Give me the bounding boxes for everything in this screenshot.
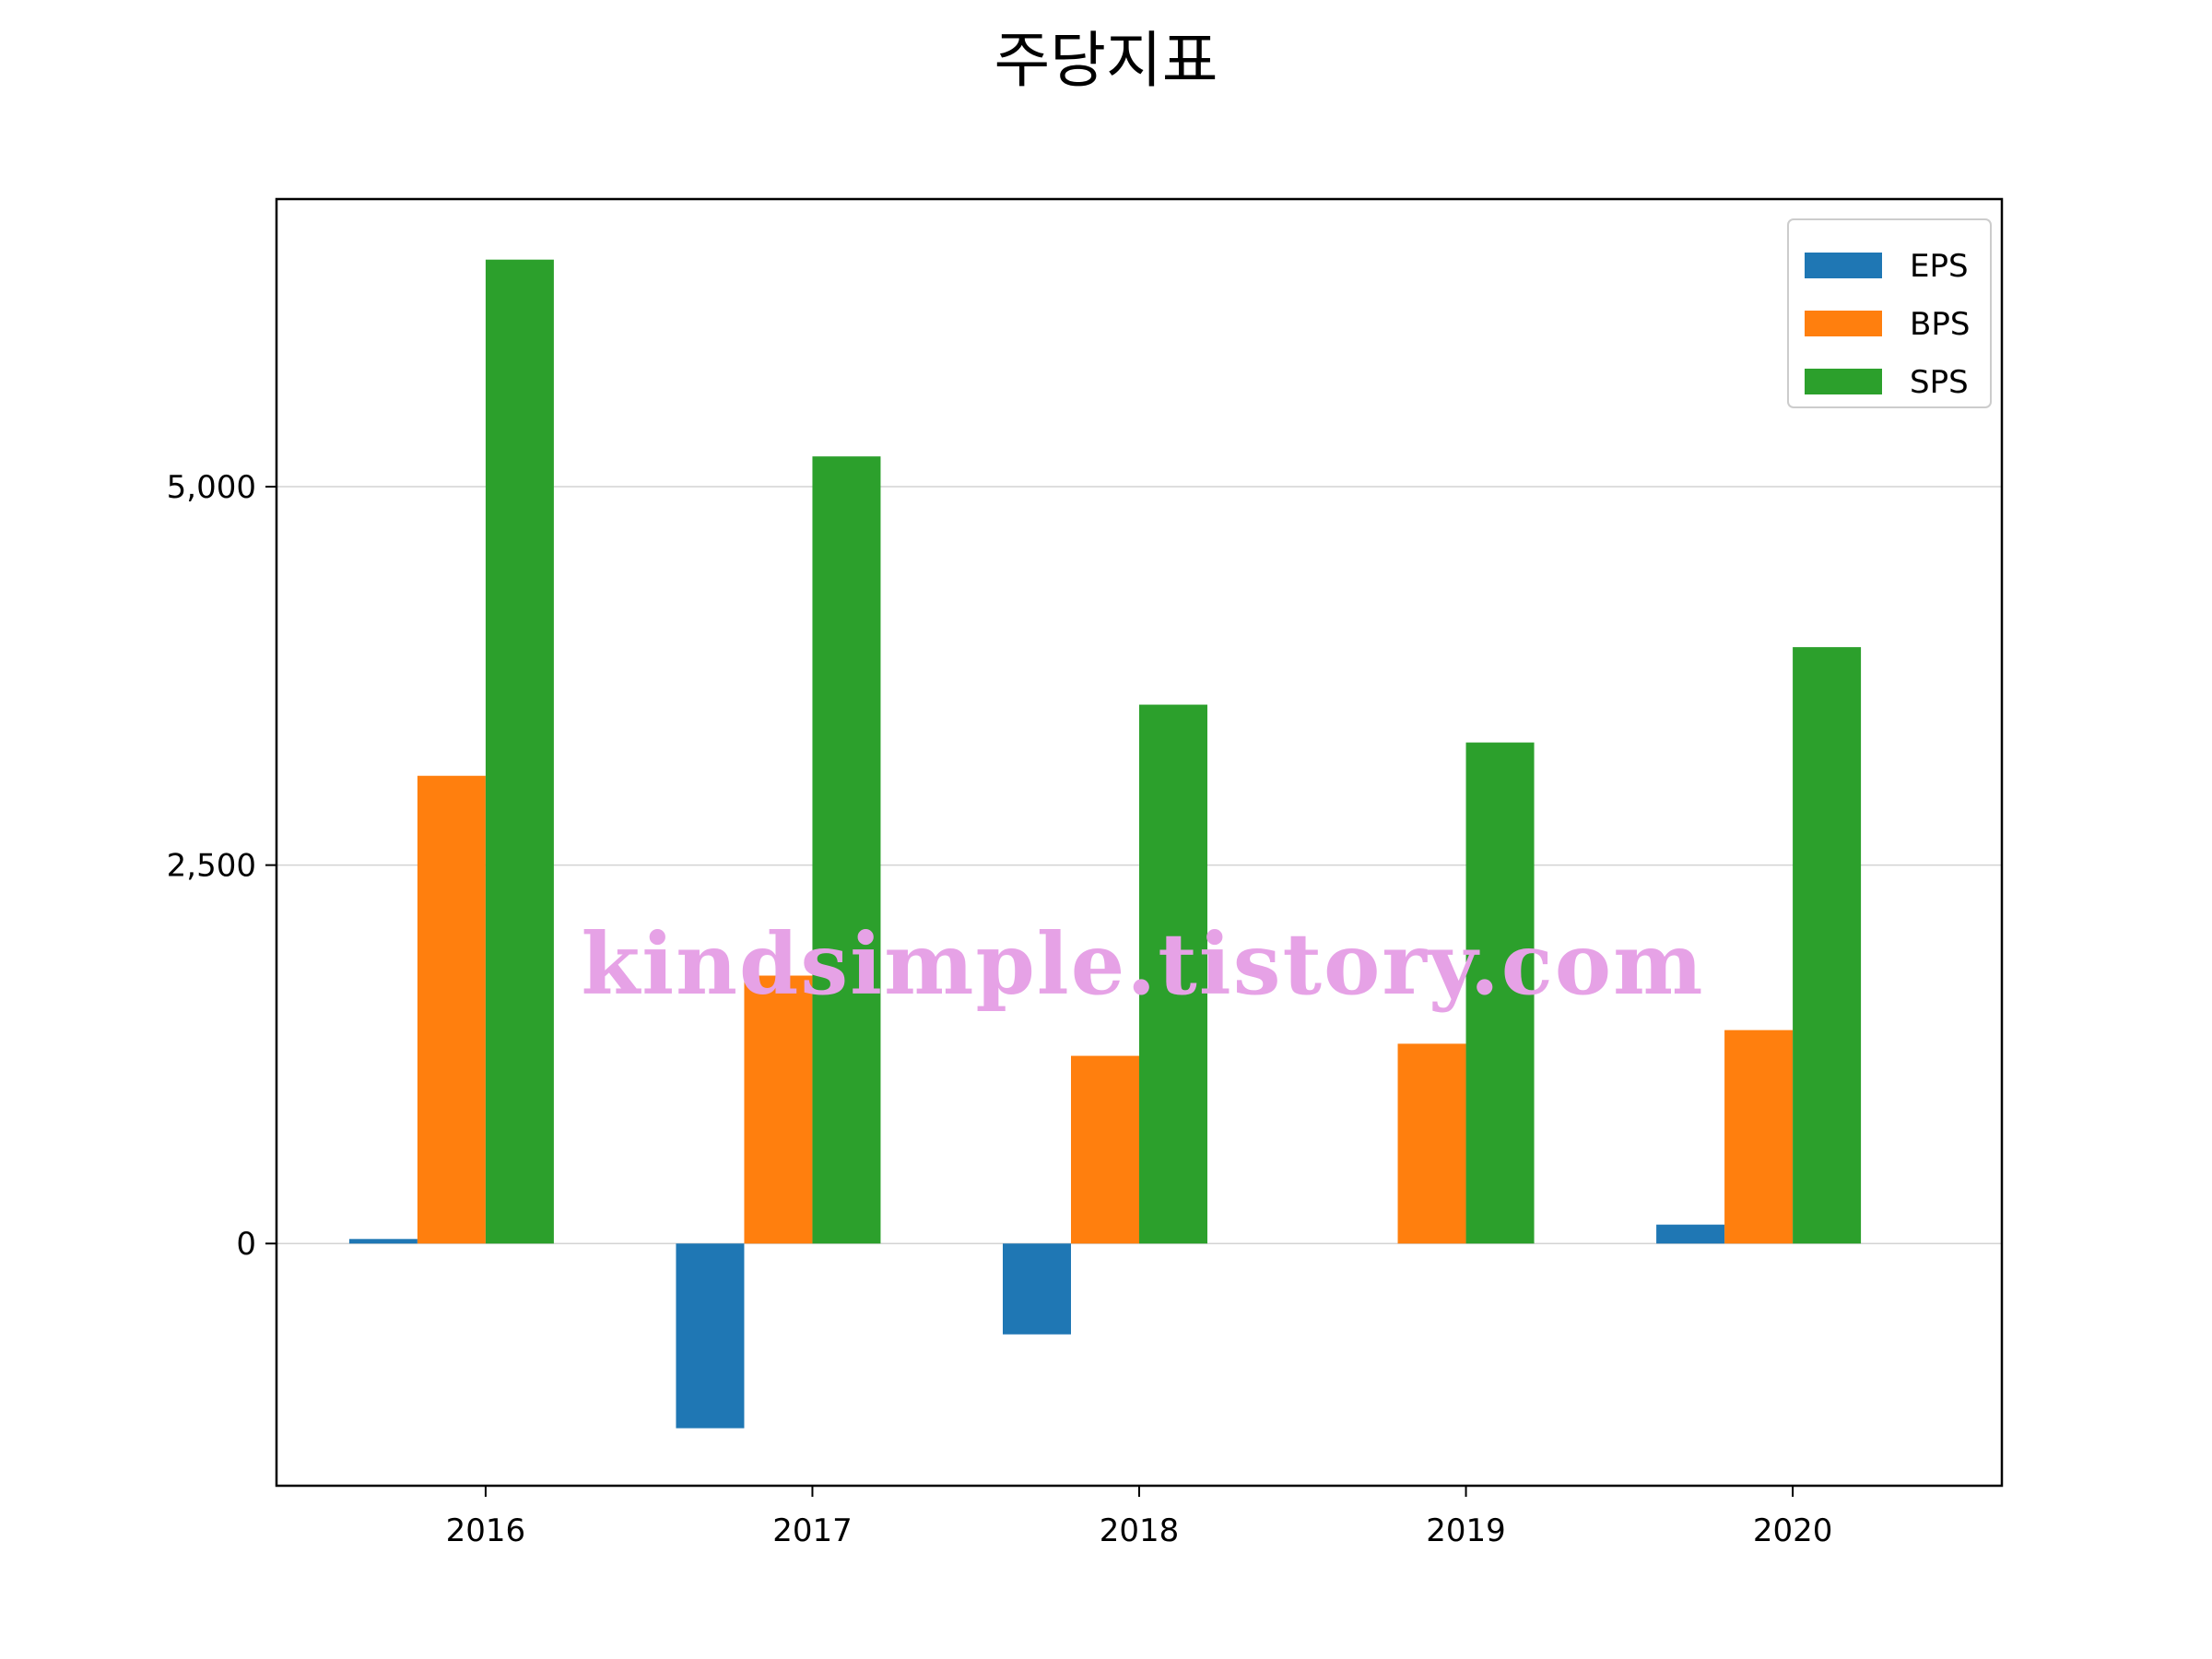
bars [348,259,1862,1429]
y-axis: 0 2,500 5,000 [167,469,276,1263]
legend: EPS BPS SPS [1787,218,1992,408]
x-tick-label-2019: 2019 [1426,1512,1506,1549]
legend-swatch-eps [1805,253,1882,278]
legend-label-sps: SPS [1910,364,1969,401]
bar-eps-2020 [1656,1224,1725,1244]
bar-bps-2016 [417,775,486,1244]
x-axis: 2016 2017 2018 2019 2020 [446,1486,1833,1549]
bar-bps-2019 [1397,1043,1466,1244]
y-tick-label-1: 2,500 [167,848,256,885]
legend-label-eps: EPS [1910,248,1969,285]
y-tick-label-2: 5,000 [167,469,256,506]
bar-sps-2016 [485,259,554,1244]
legend-swatch-sps [1805,369,1882,394]
x-tick-label-2018: 2018 [1100,1512,1180,1549]
chart-title: 주당지표 [994,25,1218,96]
x-tick-label-2016: 2016 [446,1512,526,1549]
bar-bps-2018 [1071,1055,1139,1244]
bar-eps-2018 [1003,1243,1071,1335]
x-tick-label-2017: 2017 [772,1512,853,1549]
legend-swatch-bps [1805,311,1882,336]
legend-label-bps: BPS [1910,306,1970,343]
bar-eps-2017 [676,1243,745,1429]
bar-sps-2017 [812,456,881,1244]
watermark: kindsimple.tistory.com [581,914,1704,1014]
bar-sps-2020 [1793,647,1862,1244]
y-tick-label-0: 0 [236,1226,256,1263]
bar-sps-2018 [1139,704,1207,1244]
bar-eps-2016 [348,1239,418,1244]
bar-bps-2020 [1724,1030,1794,1244]
x-tick-label-2020: 2020 [1753,1512,1833,1549]
bar-bps-2017 [744,975,813,1244]
bar-sps-2019 [1465,742,1535,1244]
